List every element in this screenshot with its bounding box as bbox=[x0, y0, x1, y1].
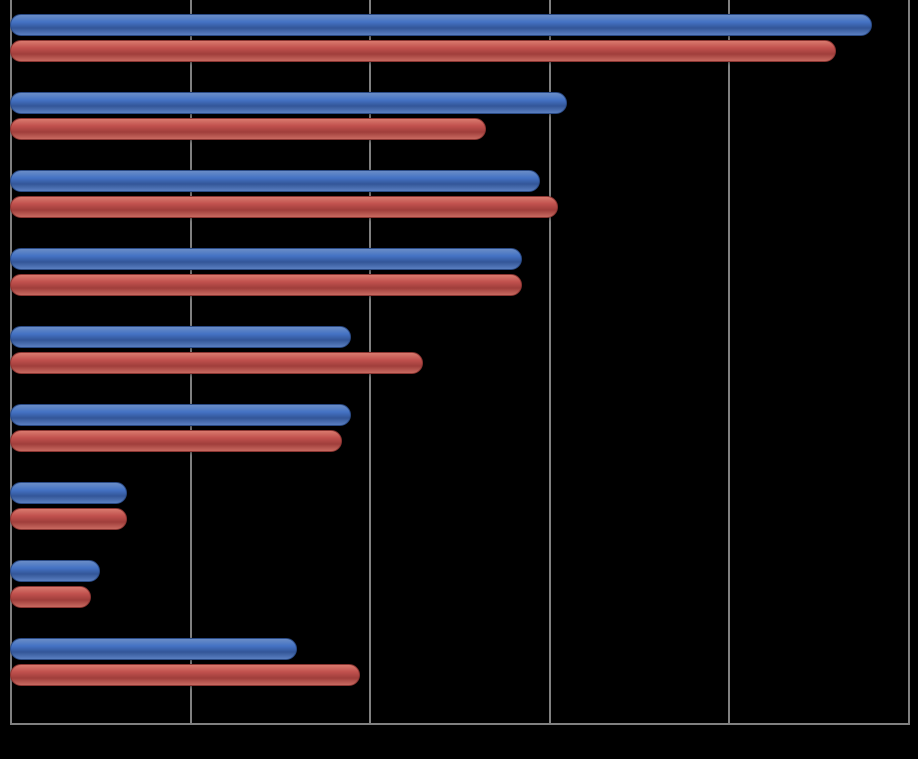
plot-region bbox=[10, 0, 908, 725]
bar-series2 bbox=[10, 508, 127, 530]
bar-group bbox=[10, 10, 908, 68]
bar-group bbox=[10, 478, 908, 536]
bar-group bbox=[10, 400, 908, 458]
bar-series2 bbox=[10, 664, 360, 686]
bar-series2 bbox=[10, 352, 423, 374]
bar-series1 bbox=[10, 326, 351, 348]
bar-series2 bbox=[10, 586, 91, 608]
x-axis-baseline bbox=[10, 723, 908, 725]
bar-series1 bbox=[10, 404, 351, 426]
bar-group bbox=[10, 244, 908, 302]
bar-series1 bbox=[10, 14, 872, 36]
bar-series2 bbox=[10, 274, 522, 296]
bar-series1 bbox=[10, 482, 127, 504]
bar-series2 bbox=[10, 118, 486, 140]
bar-series1 bbox=[10, 248, 522, 270]
bar-group bbox=[10, 166, 908, 224]
bar-series2 bbox=[10, 40, 836, 62]
bar-group bbox=[10, 634, 908, 692]
bar-series2 bbox=[10, 430, 342, 452]
bar-series1 bbox=[10, 638, 297, 660]
gridline bbox=[908, 0, 910, 725]
bar-series1 bbox=[10, 560, 100, 582]
horizontal-bar-chart bbox=[0, 0, 918, 759]
bar-group bbox=[10, 88, 908, 146]
bar-group bbox=[10, 556, 908, 614]
bar-series1 bbox=[10, 92, 567, 114]
bar-series2 bbox=[10, 196, 558, 218]
bar-series1 bbox=[10, 170, 540, 192]
bar-group bbox=[10, 322, 908, 380]
